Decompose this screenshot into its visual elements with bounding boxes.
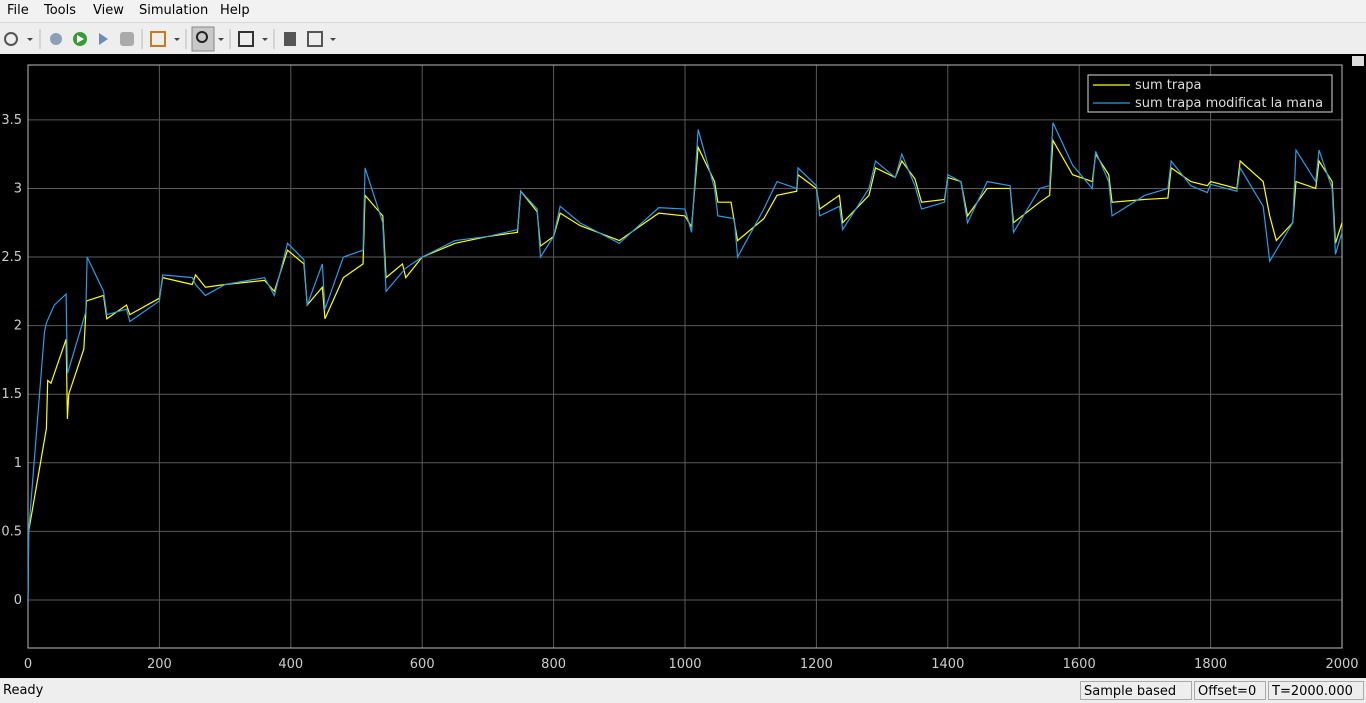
menu-bar: File Tools View Simulation Help <box>0 0 1366 22</box>
x-tick-label: 1000 <box>668 657 701 672</box>
stop-icon[interactable] <box>120 32 134 46</box>
legend-label: sum trapa <box>1135 78 1201 93</box>
y-tick-label: 0.5 <box>1 524 22 539</box>
x-tick-label: 1600 <box>1063 657 1096 672</box>
zoom-button[interactable] <box>191 26 215 52</box>
x-tick-label: 400 <box>278 657 303 672</box>
plot-background <box>0 54 1366 678</box>
status-bar: Ready Sample based Offset=0 T=2000.000 <box>0 678 1366 703</box>
status-offset: Offset=0 <box>1194 681 1266 700</box>
step-forward-icon[interactable] <box>99 33 108 45</box>
x-tick-label: 1400 <box>931 657 964 672</box>
undock-button[interactable] <box>1352 56 1364 66</box>
scope-plot: 0 0.5 1 1.5 2 2.5 3 3.5 0 200 400 600 800 1000 1200 140… <box>0 54 1366 678</box>
legend-label: sum trapa modificat la mana <box>1135 96 1323 111</box>
y-tick-label: 0 <box>14 593 22 608</box>
x-tick-label: 0 <box>24 657 32 672</box>
toolbar <box>0 22 1366 55</box>
y-tick-label: 3.5 <box>1 113 22 128</box>
y-tick-label: 1 <box>14 456 22 471</box>
params-icon[interactable] <box>284 32 296 46</box>
step-back-icon[interactable] <box>50 33 62 45</box>
y-tick-label: 2 <box>14 319 22 334</box>
x-tick-label: 1800 <box>1194 657 1227 672</box>
y-tick-label: 1.5 <box>1 387 22 402</box>
x-tick-label: 2000 <box>1325 657 1358 672</box>
legend-box <box>1087 74 1333 113</box>
style-icon[interactable] <box>307 31 323 47</box>
autoscale-icon[interactable] <box>238 31 254 47</box>
menu-item[interactable]: Help <box>220 3 250 18</box>
toolbar-icons <box>4 26 336 52</box>
series-line <box>27 122 1343 600</box>
menu-item[interactable]: Tools <box>44 3 77 18</box>
x-tick-label: 200 <box>147 657 172 672</box>
axes-box <box>27 64 1343 649</box>
status-time: T=2000.000 <box>1268 681 1364 700</box>
status-text: Ready <box>3 683 44 698</box>
menu-item[interactable]: Simulation <box>139 3 209 18</box>
status-mode: Sample based <box>1080 681 1192 700</box>
x-tick-label: 800 <box>541 657 566 672</box>
highlight-icon[interactable] <box>150 31 166 47</box>
x-tick-label: 1200 <box>800 657 833 672</box>
x-tick-label: 600 <box>410 657 435 672</box>
y-tick-label: 3 <box>14 181 22 196</box>
y-tick-label: 2.5 <box>1 250 22 265</box>
dropdown[interactable] <box>27 38 33 41</box>
menu-item[interactable]: View <box>93 3 124 18</box>
settings-icon[interactable] <box>4 32 18 46</box>
menu-item[interactable]: File <box>7 3 29 18</box>
